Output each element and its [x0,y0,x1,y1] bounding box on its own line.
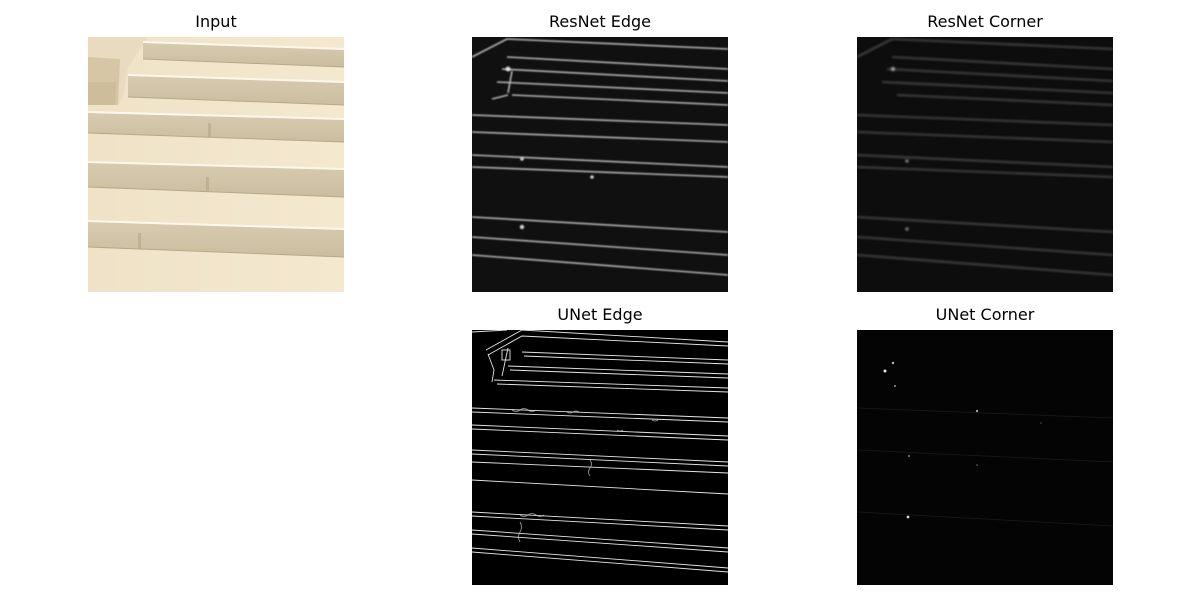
resnet-corner-image [857,37,1113,292]
panel-title-resnet-corner: ResNet Corner [927,12,1043,31]
unet-corner-image [857,330,1113,585]
input-image [88,37,344,292]
panel-title-unet-edge: UNet Edge [557,305,643,324]
resnet-edge-image [472,37,728,292]
panel-title-resnet-edge: ResNet Edge [548,12,651,31]
unet-edge-image [472,330,728,585]
panel-title-unet-corner: UNet Corner [935,305,1035,324]
panel-title-input: Input [195,12,237,31]
